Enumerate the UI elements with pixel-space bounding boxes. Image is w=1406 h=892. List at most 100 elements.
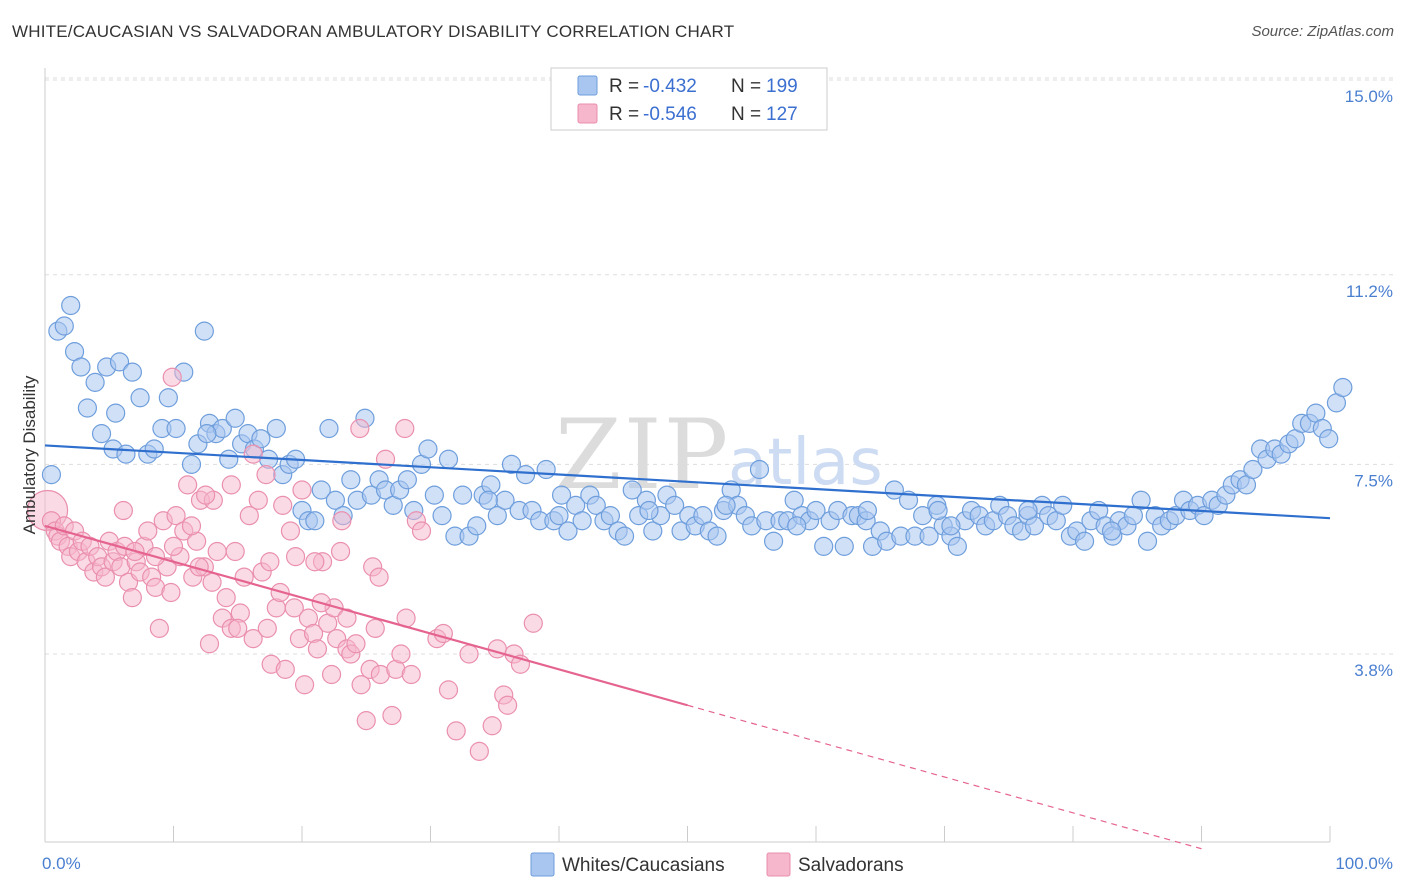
point-salvadorans: [221, 475, 241, 495]
point-whites: [54, 316, 74, 336]
point-whites: [251, 429, 271, 449]
point-salvadorans: [138, 521, 158, 541]
legend-n-label-2: N =: [731, 104, 761, 125]
point-whites: [1131, 490, 1151, 510]
point-salvadorans: [351, 675, 371, 695]
point-whites: [834, 536, 854, 556]
chart-title: WHITE/CAUCASIAN VS SALVADORAN AMBULATORY…: [12, 22, 735, 41]
point-salvadorans: [225, 541, 245, 562]
point-whites: [438, 449, 459, 469]
point-whites: [600, 506, 621, 526]
series-salvadorans-points: [26, 367, 543, 761]
point-whites: [453, 485, 473, 505]
point-salvadorans: [202, 572, 222, 592]
point-whites: [467, 516, 487, 536]
point-salvadorans: [280, 521, 301, 541]
bottom-legend-swatch-salvadorans: [766, 852, 791, 877]
point-salvadorans: [346, 634, 366, 654]
point-salvadorans: [294, 675, 315, 695]
point-whites: [814, 536, 834, 556]
bottom-legend-swatch-whites: [530, 852, 555, 877]
point-whites: [639, 500, 659, 521]
point-whites: [122, 362, 142, 382]
point-salvadorans: [446, 721, 466, 741]
point-whites: [622, 480, 642, 500]
point-whites: [928, 500, 948, 521]
legend-r-value-1: -0.432: [643, 76, 697, 97]
point-whites: [1333, 377, 1353, 398]
point-salvadorans: [181, 516, 202, 536]
legend-n-label-1: N =: [731, 76, 761, 97]
point-whites: [41, 465, 62, 485]
trend-line-whites: [44, 444, 1331, 520]
point-whites: [857, 500, 878, 521]
point-whites: [536, 459, 556, 480]
point-whites: [144, 439, 164, 459]
point-salvadorans: [207, 541, 227, 562]
point-salvadorans: [482, 716, 502, 736]
point-salvadorans: [498, 695, 518, 715]
point-whites: [572, 511, 592, 531]
point-whites: [501, 454, 522, 474]
point-salvadorans: [162, 367, 182, 387]
point-whites: [586, 495, 606, 515]
trend-line-salvadorans: [44, 524, 688, 707]
point-whites: [325, 490, 346, 510]
point-whites: [61, 295, 81, 316]
bottom-legend: Whites/Caucasians Salvadorans: [530, 852, 904, 877]
point-whites: [305, 511, 325, 531]
trend-line-salvadorans-extrapolated: [687, 704, 1202, 850]
point-whites: [91, 424, 112, 444]
legend-r-label-2: R =: [609, 104, 639, 125]
point-whites: [311, 480, 331, 500]
point-salvadorans: [391, 644, 411, 664]
point-salvadorans: [163, 536, 184, 556]
point-whites: [643, 521, 663, 541]
legend-swatch-blue: [577, 75, 598, 96]
point-whites: [515, 465, 536, 485]
legend: R = -0.432 N = 199 R = -0.546 N = 127: [550, 67, 828, 131]
point-salvadorans: [330, 541, 351, 562]
point-salvadorans: [228, 618, 248, 638]
point-salvadorans: [273, 495, 293, 515]
point-salvadorans: [113, 500, 133, 521]
point-whites: [898, 490, 919, 510]
point-salvadorans: [284, 598, 304, 618]
y-tick-label: 11.2%: [1346, 282, 1393, 301]
point-salvadorans: [256, 465, 276, 485]
point-salvadorans: [161, 582, 181, 603]
point-salvadorans: [292, 480, 312, 500]
point-salvadorans: [469, 741, 489, 761]
point-whites: [158, 388, 178, 408]
point-salvadorans: [248, 490, 268, 510]
x-tick-label-max: 100.0%: [1335, 854, 1393, 873]
point-salvadorans: [438, 680, 459, 700]
point-salvadorans: [307, 639, 328, 659]
point-whites: [941, 516, 961, 536]
point-salvadorans: [122, 588, 142, 608]
point-whites: [1243, 459, 1263, 480]
point-salvadorans: [365, 618, 385, 638]
point-salvadorans: [350, 418, 370, 439]
legend-swatch-pink: [577, 103, 598, 124]
point-whites: [424, 485, 444, 505]
legend-r-value-2: -0.546: [643, 104, 697, 125]
point-salvadorans: [487, 639, 507, 659]
point-whites: [432, 506, 452, 526]
point-salvadorans: [459, 644, 479, 664]
point-salvadorans: [243, 629, 263, 649]
y-axis-title: Ambulatory Disability: [20, 375, 39, 534]
point-whites: [1101, 521, 1122, 541]
point-whites: [1074, 531, 1095, 551]
point-whites: [341, 470, 361, 490]
point-salvadorans: [149, 618, 169, 638]
point-whites: [225, 408, 245, 428]
point-salvadorans: [401, 664, 421, 685]
point-salvadorans: [216, 588, 236, 608]
point-salvadorans: [411, 521, 432, 541]
point-salvadorans: [178, 475, 198, 495]
point-whites: [549, 506, 569, 526]
point-whites: [319, 418, 339, 439]
point-salvadorans: [305, 552, 325, 572]
